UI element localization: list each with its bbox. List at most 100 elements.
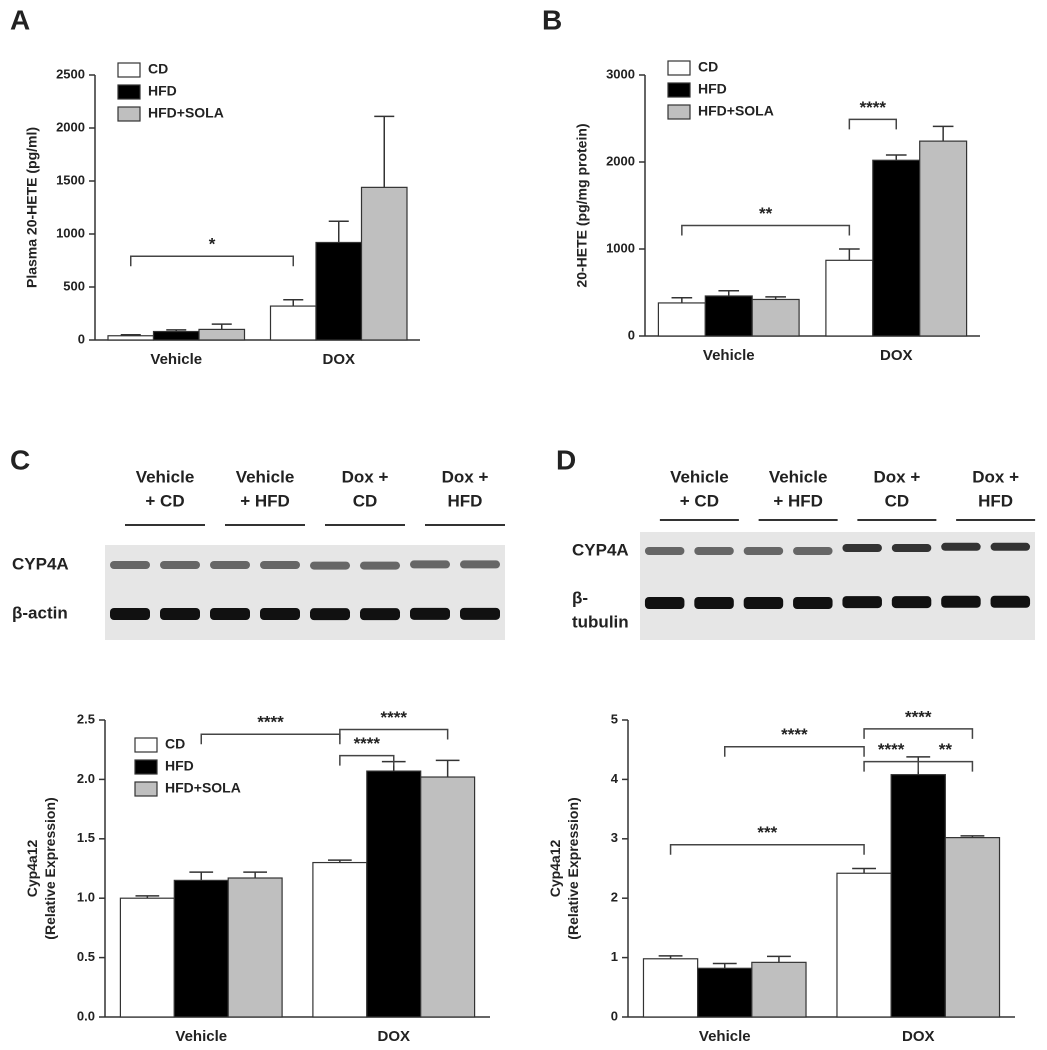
bar: [227, 877, 283, 1018]
y-tick-label: 4: [611, 771, 619, 786]
bar: [657, 302, 706, 337]
blot-band: [210, 561, 250, 569]
significance-label: ****: [878, 740, 905, 759]
y-tick-label: 2.0: [77, 771, 95, 786]
blot-band: [793, 547, 833, 555]
y-axis-label: Plasma 20-HETE (pg/ml): [24, 127, 40, 288]
legend-swatch: [667, 60, 691, 76]
y-tick-label: 1: [611, 949, 618, 964]
significance-label: ****: [781, 725, 808, 744]
blot-band: [160, 608, 200, 620]
blot-band: [260, 608, 300, 620]
blot-band: [360, 608, 400, 621]
blot-band: [694, 597, 734, 609]
y-tick-label: 1.5: [77, 830, 95, 845]
legend-label: HFD+SOLA: [698, 103, 774, 119]
lane-label: Vehicle: [769, 467, 828, 486]
bar: [890, 774, 946, 1018]
x-tick-label: DOX: [880, 347, 913, 364]
legend-swatch: [117, 84, 141, 100]
legend-label: CD: [165, 736, 185, 752]
legend-swatch: [117, 106, 141, 122]
x-tick-label: Vehicle: [175, 1028, 227, 1045]
y-tick-label: 0: [78, 331, 85, 346]
y-tick-label: 500: [63, 278, 85, 293]
lane-label: CD: [885, 491, 910, 510]
lane-label: CD: [353, 491, 378, 510]
bar: [836, 872, 892, 1018]
panel-label: A: [10, 4, 30, 35]
significance-label: ****: [381, 708, 408, 727]
y-tick-label: 2.5: [77, 711, 95, 726]
bar: [360, 186, 408, 341]
bar: [119, 897, 175, 1018]
significance-bracket: [669, 843, 865, 855]
bar: [269, 305, 317, 341]
blot-band: [891, 596, 932, 609]
y-tick-label: 1.0: [77, 890, 95, 905]
y-tick-label: 1000: [56, 225, 85, 240]
legend-label: HFD: [165, 758, 194, 774]
y-axis-label-line: (Relative Expression): [42, 797, 58, 939]
significance-label: ****: [257, 713, 284, 732]
blot-band: [260, 561, 300, 569]
x-tick-label: Vehicle: [703, 347, 755, 364]
y-tick-label: 1000: [606, 240, 635, 255]
blot-band: [460, 607, 500, 620]
blot-band: [210, 608, 250, 620]
bar: [704, 295, 753, 337]
blot-band: [644, 597, 685, 609]
legend-label: HFD+SOLA: [165, 780, 241, 796]
panel-label: B: [542, 4, 562, 35]
blot-band: [941, 595, 981, 608]
significance-bracket: [681, 224, 851, 236]
lane-label: Vehicle: [670, 467, 729, 486]
significance-label: ****: [860, 98, 887, 117]
bar: [825, 259, 874, 337]
significance-bracket: [848, 118, 897, 130]
lane-label: + HFD: [773, 491, 823, 510]
significance-bracket: [339, 728, 449, 740]
lane-label: Dox +: [442, 467, 489, 486]
blot-band: [743, 597, 784, 609]
legend-label: HFD: [148, 83, 177, 99]
lane-label: Dox +: [972, 467, 1019, 486]
y-tick-label: 5: [611, 711, 618, 726]
significance-bracket: [724, 745, 865, 757]
bar: [366, 770, 422, 1018]
y-tick-label: 2000: [606, 153, 635, 168]
y-tick-label: 3: [611, 830, 618, 845]
blot-band: [310, 561, 350, 570]
legend-label: CD: [148, 61, 168, 77]
lane-label: + CD: [145, 491, 184, 510]
lane-label: Dox +: [873, 467, 920, 486]
significance-bracket: [200, 733, 341, 745]
lane-label: + HFD: [240, 491, 290, 510]
legend-label: HFD+SOLA: [148, 105, 224, 121]
blot-band: [360, 561, 400, 570]
significance-label: ****: [905, 707, 932, 726]
y-tick-label: 0.5: [77, 949, 95, 964]
blot-row-label: β-: [572, 588, 588, 607]
lane-label: Dox +: [342, 467, 389, 486]
blot-band: [842, 544, 882, 552]
legend-label: HFD: [698, 81, 727, 97]
bar: [697, 967, 753, 1018]
legend-swatch: [667, 104, 691, 120]
blot-band: [891, 544, 932, 552]
y-tick-label: 2: [611, 890, 618, 905]
legend-swatch: [667, 82, 691, 98]
blot-row-label: tubulin: [572, 612, 629, 631]
blot-band: [941, 542, 981, 551]
legend-swatch: [134, 759, 158, 775]
bar: [420, 776, 476, 1018]
blot-row-label: CYP4A: [572, 540, 629, 559]
y-axis-label: Cyp4a12 (Relative Expression): [547, 797, 581, 939]
x-tick-label: DOX: [902, 1028, 935, 1045]
bar: [751, 961, 807, 1018]
blot-band: [743, 547, 784, 555]
bar: [642, 958, 699, 1018]
lane-label: HFD: [448, 491, 483, 510]
y-tick-label: 2000: [56, 119, 85, 134]
